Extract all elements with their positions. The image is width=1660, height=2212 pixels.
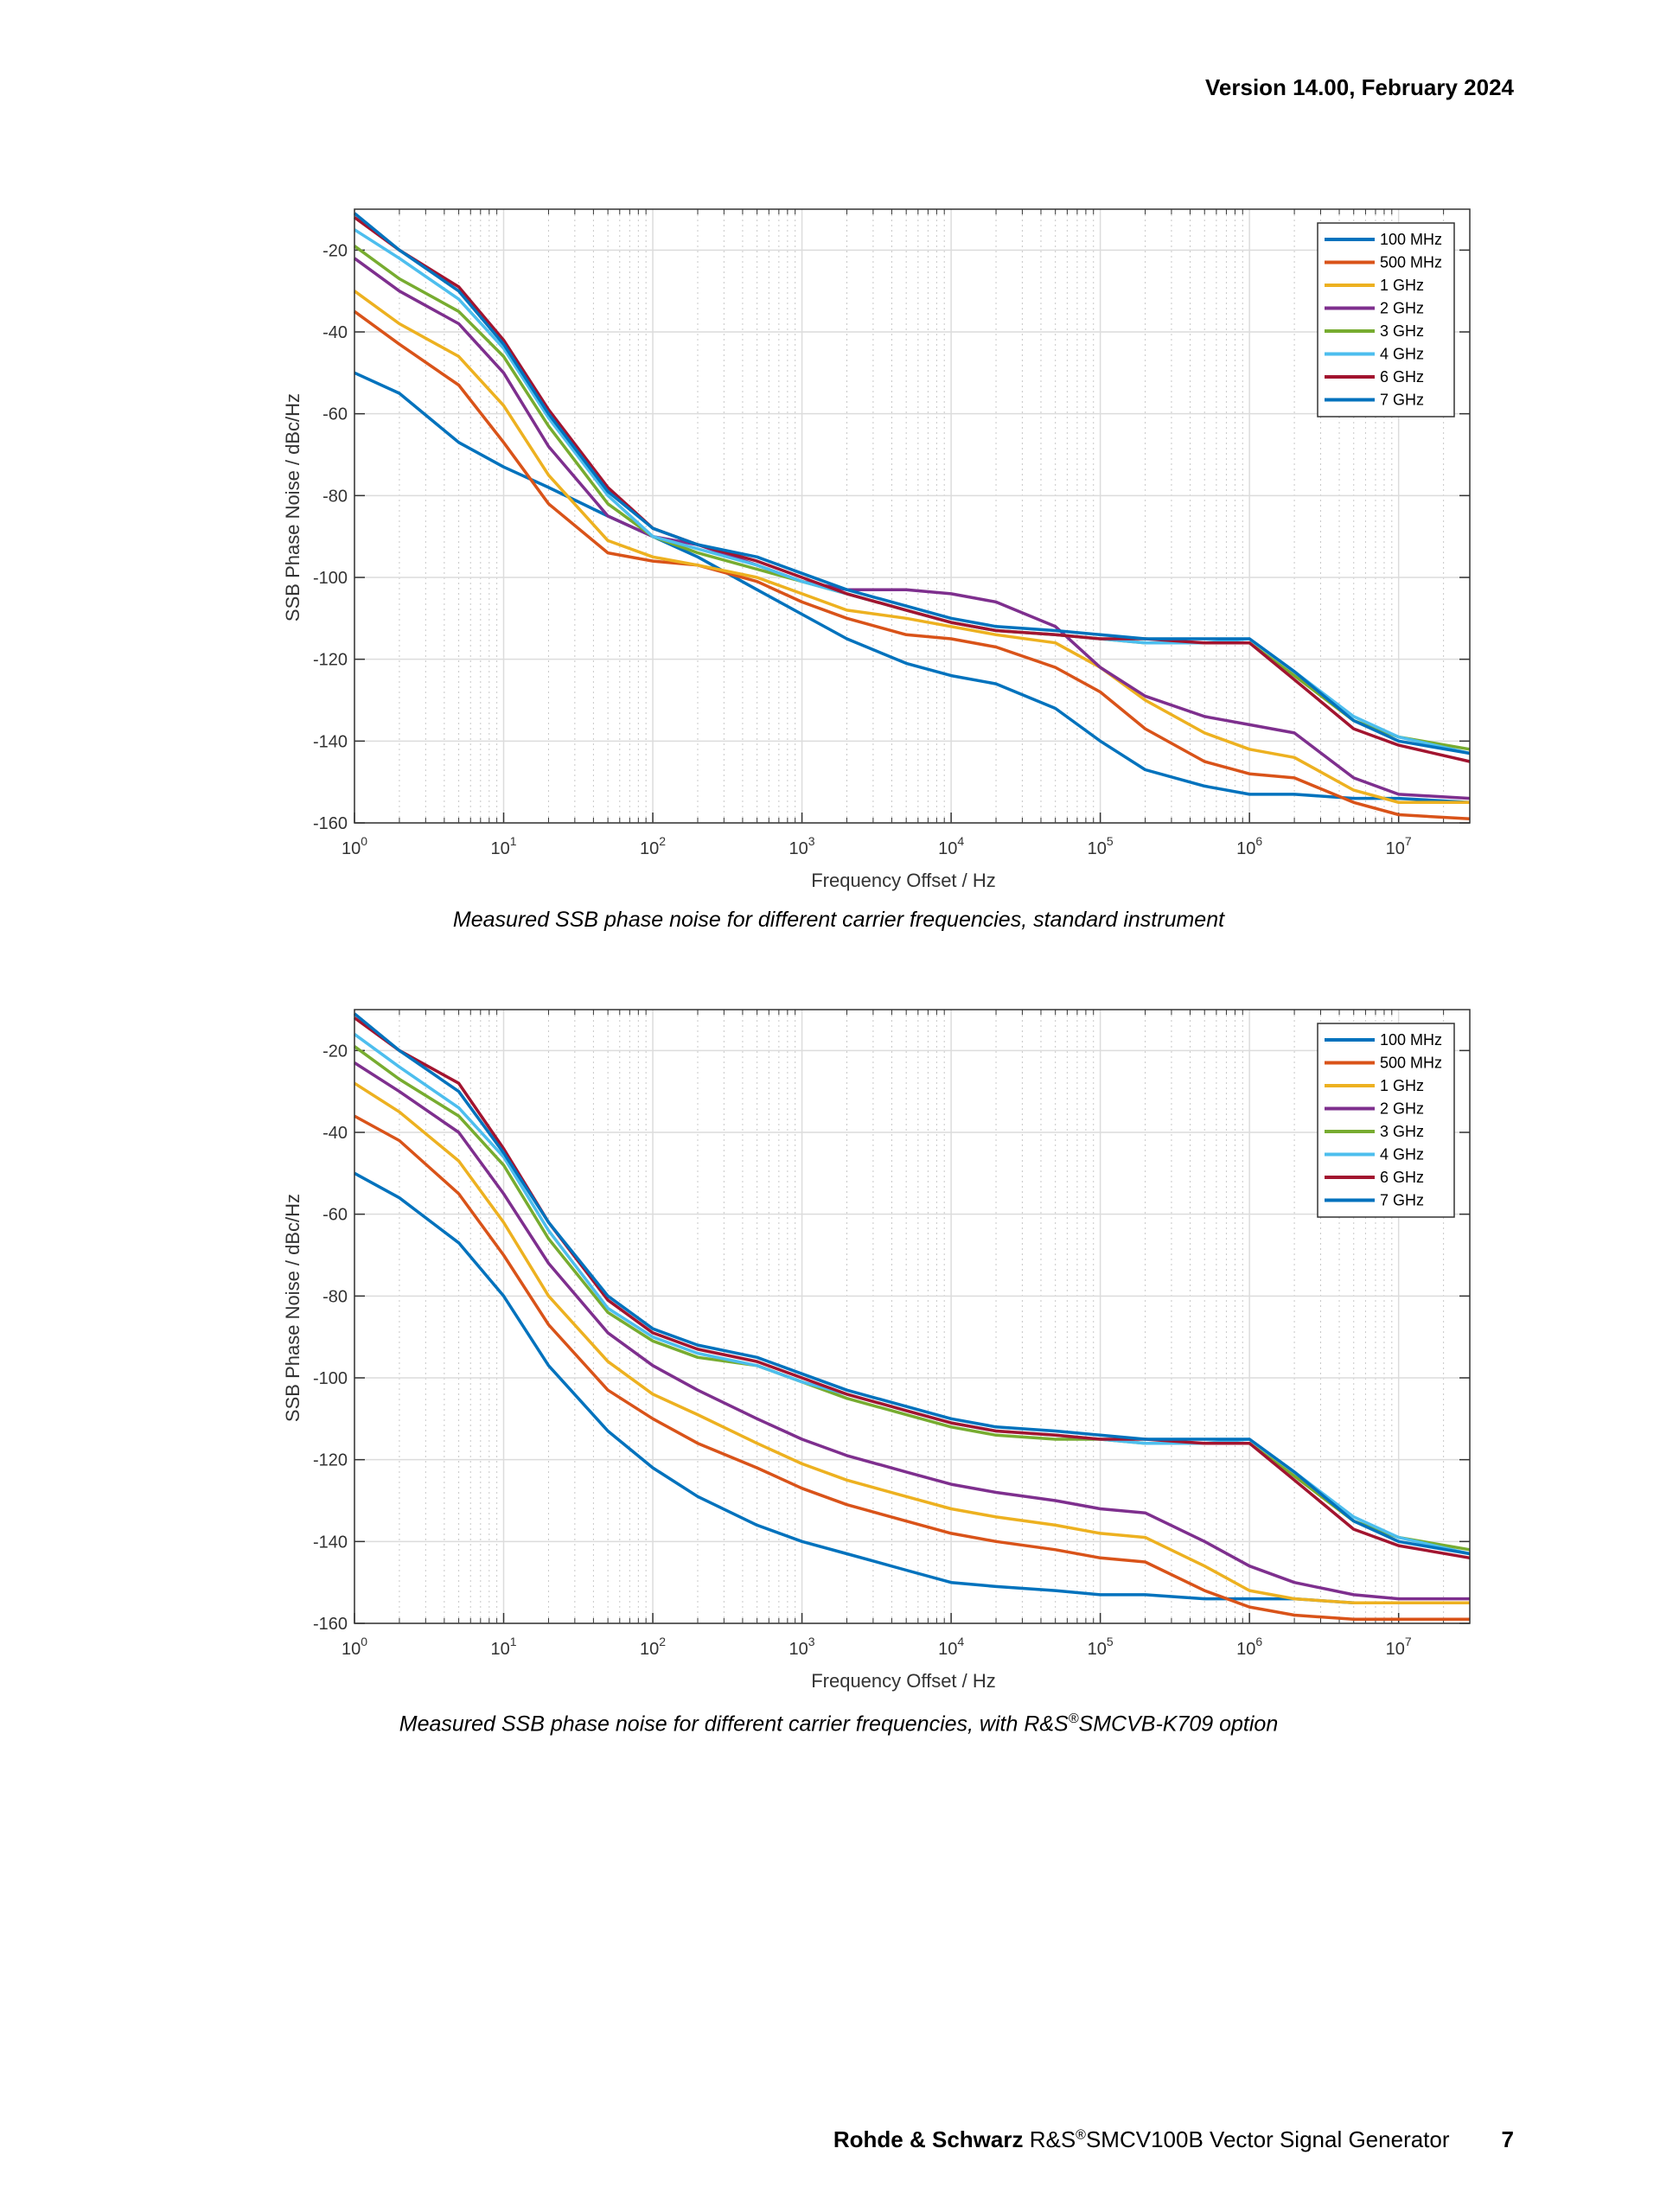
x-tick-label: 101 xyxy=(491,834,517,858)
series-line-500-mhz xyxy=(354,1114,1470,1622)
x-tick-label: 100 xyxy=(342,834,367,858)
page-footer: Rohde & Schwarz R&S®SMCV100B Vector Sign… xyxy=(833,2126,1514,2153)
x-tick-label: 100 xyxy=(342,1635,367,1659)
caption-k709-suffix: SMCVB-K709 option xyxy=(1078,1712,1279,1737)
legend-entry: 3 GHz xyxy=(1380,322,1424,340)
x-tick-label: 104 xyxy=(938,1635,964,1659)
legend-entry: 6 GHz xyxy=(1380,368,1424,386)
y-tick-label: -160 xyxy=(313,1615,348,1634)
x-tick-label: 101 xyxy=(491,1635,517,1659)
y-tick-label: -100 xyxy=(313,1369,348,1388)
legend-box xyxy=(1317,222,1455,418)
x-tick-label: 107 xyxy=(1386,834,1412,858)
series-line-7-ghz xyxy=(353,212,1471,755)
x-tick-label: 102 xyxy=(640,834,666,858)
series-line-500-mhz xyxy=(353,309,1471,821)
footer-product-prefix: R&S xyxy=(1029,2126,1076,2152)
legend-entry: 500 MHz xyxy=(1380,254,1442,271)
series-line-3-ghz xyxy=(353,245,1471,751)
legend-entry: 7 GHz xyxy=(1380,392,1424,409)
series-line-2-ghz xyxy=(354,1061,1470,1601)
plot-frame xyxy=(354,1009,1471,1624)
series-line-2-ghz xyxy=(353,257,1471,800)
x-tick-label: 104 xyxy=(938,834,964,858)
footer-brand: Rohde & Schwarz xyxy=(833,2126,1024,2152)
legend-entry: 100 MHz xyxy=(1380,231,1442,248)
x-tick-label: 105 xyxy=(1088,1635,1114,1659)
x-tick-label: 107 xyxy=(1386,1635,1412,1659)
footer-registered-mark: ® xyxy=(1076,2127,1086,2143)
y-axis-label: SSB Phase Noise / dBc/Hz xyxy=(282,1194,303,1422)
legend-entry: 6 GHz xyxy=(1380,1169,1424,1186)
plot-frame xyxy=(354,208,1471,824)
y-axis-label: SSB Phase Noise / dBc/Hz xyxy=(282,393,303,622)
legend-entry: 3 GHz xyxy=(1380,1123,1424,1140)
series-line-100-mhz xyxy=(354,1171,1470,1605)
legend-box xyxy=(1317,1023,1455,1218)
phase-noise-chart-k709: 100 101 102 103 104 105 106 107 -20 -40 -60 -80 -100… xyxy=(282,1009,1471,1692)
legend-entry: 4 GHz xyxy=(1380,1146,1424,1163)
registered-mark: ® xyxy=(1068,1712,1079,1726)
phase-noise-chart-standard: 100 101 102 103 104 105 106 107 -20 -40 -60 -80 -100… xyxy=(282,208,1471,891)
y-tick-label: -40 xyxy=(322,323,348,342)
series-line-4-ghz xyxy=(353,1032,1471,1556)
y-tick-label: -140 xyxy=(313,732,348,751)
y-tick-label: -60 xyxy=(322,1206,348,1225)
y-tick-label: -40 xyxy=(322,1124,348,1143)
y-tick-label: -80 xyxy=(322,1287,348,1306)
footer-product: SMCV100B Vector Signal Generator xyxy=(1085,2126,1450,2152)
series-line-100-mhz xyxy=(354,371,1471,805)
caption-k709: Measured SSB phase noise for different c… xyxy=(0,1712,1660,1737)
x-tick-label: 102 xyxy=(640,1635,666,1659)
x-axis-label: Frequency Offset / Hz xyxy=(811,1670,996,1692)
series-line-7-ghz xyxy=(353,1012,1471,1556)
series-line-6-ghz xyxy=(353,216,1471,763)
legend-entry: 7 GHz xyxy=(1380,1192,1424,1209)
y-tick-label: -100 xyxy=(313,569,348,588)
y-tick-label: -60 xyxy=(322,405,348,424)
legend-entry: 1 GHz xyxy=(1380,1077,1424,1094)
y-tick-label: -160 xyxy=(313,814,348,833)
y-tick-label: -20 xyxy=(322,241,348,260)
legend-entry: 1 GHz xyxy=(1380,277,1424,294)
series-line-1-ghz xyxy=(353,290,1470,805)
x-tick-label: 106 xyxy=(1236,1635,1262,1659)
legend-entry: 2 GHz xyxy=(1380,300,1424,317)
legend-entry: 4 GHz xyxy=(1380,346,1424,363)
series-line-4-ghz xyxy=(354,228,1471,755)
series-line-1-ghz xyxy=(354,1081,1470,1605)
legend-entry: 500 MHz xyxy=(1380,1055,1442,1072)
legend-entry: 100 MHz xyxy=(1380,1031,1442,1049)
legend-entry: 2 GHz xyxy=(1380,1100,1424,1118)
document-version-header: Version 14.00, February 2024 xyxy=(1205,74,1514,100)
x-tick-label: 103 xyxy=(789,834,815,858)
y-tick-label: -120 xyxy=(313,1451,348,1470)
x-axis-label: Frequency Offset / Hz xyxy=(811,870,996,891)
x-tick-label: 106 xyxy=(1236,834,1262,858)
page-number: 7 xyxy=(1501,2126,1514,2152)
caption-standard: Measured SSB phase noise for different c… xyxy=(452,908,1225,932)
caption-k709-text: Measured SSB phase noise for different c… xyxy=(399,1712,1069,1737)
y-tick-label: -80 xyxy=(322,487,348,506)
x-tick-label: 105 xyxy=(1088,834,1114,858)
y-tick-label: -20 xyxy=(322,1042,348,1061)
y-tick-label: -140 xyxy=(313,1533,348,1552)
x-tick-label: 103 xyxy=(789,1635,815,1659)
y-tick-label: -120 xyxy=(313,651,348,670)
